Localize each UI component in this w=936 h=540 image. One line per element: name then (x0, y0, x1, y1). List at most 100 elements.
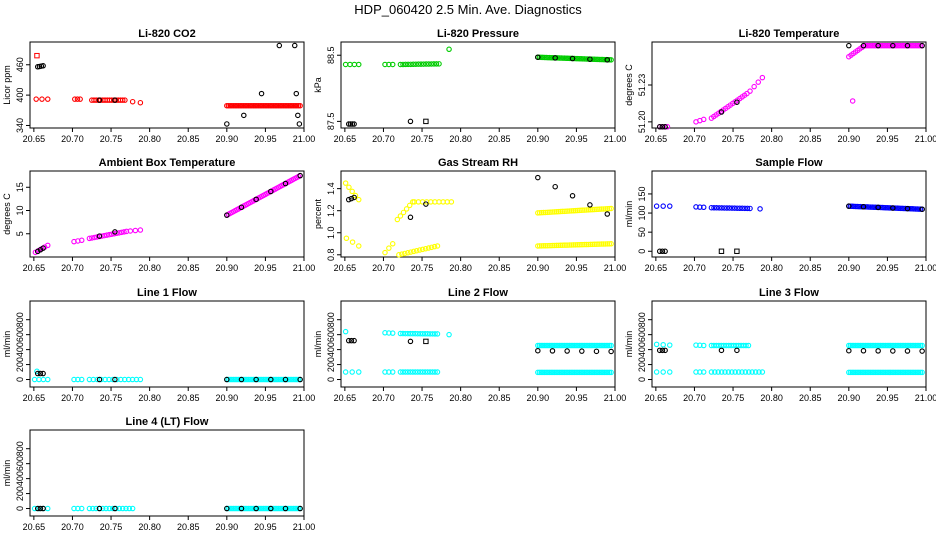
data-point (919, 348, 925, 354)
data-point (596, 369, 603, 376)
x-tick-label: 20.80 (138, 263, 161, 273)
data-point (667, 369, 673, 375)
data-point (887, 342, 894, 349)
data-point (735, 369, 742, 375)
data-point (386, 245, 392, 251)
x-tick-label: 21.00 (293, 522, 316, 532)
data-point (863, 42, 869, 49)
data-point (593, 241, 599, 247)
data-point (570, 242, 577, 248)
data-point (604, 205, 611, 212)
data-point (864, 369, 870, 376)
data-point (589, 241, 596, 248)
data-point (89, 235, 95, 241)
data-point (348, 337, 355, 344)
data-point (423, 118, 429, 125)
data-point (726, 205, 733, 211)
data-point (434, 243, 441, 249)
data-point (342, 369, 349, 375)
data-point (277, 376, 283, 383)
data-point (862, 342, 869, 349)
data-point (899, 342, 905, 349)
data-points (31, 368, 303, 383)
data-point (410, 248, 417, 255)
data-point (535, 54, 541, 60)
data-point (869, 342, 875, 349)
data-point (555, 342, 561, 349)
data-point (123, 505, 129, 512)
data-point (224, 376, 230, 383)
data-point (859, 342, 865, 349)
data-point (34, 370, 41, 377)
data-point (595, 369, 601, 376)
data-point (295, 505, 302, 512)
data-point (415, 61, 422, 67)
data-point (538, 342, 544, 349)
data-point (77, 96, 83, 102)
data-point (543, 342, 549, 349)
y-tick-label: 1.0 (326, 226, 336, 239)
data-point (267, 102, 273, 109)
x-tick-label: 20.85 (799, 134, 822, 144)
data-point (546, 342, 553, 349)
y-tick-label: 800 (637, 312, 647, 327)
data-point (567, 208, 573, 214)
data-point (229, 376, 235, 383)
data-point (882, 342, 889, 349)
y-tick-label: 87.5 (326, 113, 336, 131)
data-point (854, 369, 860, 376)
data-point (660, 203, 666, 209)
data-point (919, 42, 925, 49)
data-point (349, 188, 355, 195)
data-point (866, 369, 872, 376)
y-tick-label: 0 (326, 377, 336, 382)
data-point (106, 231, 112, 238)
data-point (431, 61, 437, 67)
data-point (237, 102, 243, 109)
data-point (667, 342, 673, 348)
x-tick-label: 20.65 (334, 134, 357, 144)
data-point (109, 505, 116, 512)
x-tick-label: 20.75 (722, 263, 745, 273)
x-tick-label: 20.65 (645, 263, 668, 273)
panel-9: Line 3 Flow 20.65 20.70 20.75 20.80 20.85 20.9… (624, 287, 936, 403)
data-point (596, 342, 603, 349)
data-point (351, 337, 357, 344)
data-point (550, 369, 556, 376)
data-point (742, 205, 748, 212)
x-tick-label: 20.70 (372, 393, 395, 403)
data-point (559, 208, 566, 215)
data-point (606, 342, 613, 349)
data-point (127, 228, 134, 234)
data-points (342, 328, 614, 376)
data-point (96, 97, 103, 103)
data-point (546, 209, 552, 215)
data-point (587, 241, 594, 248)
data-point (598, 241, 605, 247)
data-point (600, 241, 607, 247)
data-point (904, 205, 911, 212)
x-tick-label: 20.65 (645, 393, 668, 403)
data-point (708, 204, 715, 211)
data-point (606, 241, 613, 247)
y-tick-label: 200 (637, 357, 647, 372)
data-point (746, 369, 752, 375)
data-point (563, 208, 569, 214)
data-point (265, 376, 272, 383)
data-point (653, 203, 660, 209)
data-point (578, 369, 584, 376)
data-point (601, 342, 608, 349)
data-point (285, 102, 292, 109)
data-point (849, 369, 855, 376)
x-tick-label: 20.95 (254, 134, 277, 144)
data-point (402, 250, 408, 257)
data-point (860, 204, 867, 210)
data-point (725, 369, 732, 375)
data-point (586, 342, 593, 349)
x-tick-label: 20.80 (760, 393, 783, 403)
data-point (711, 204, 717, 211)
data-point (869, 369, 875, 376)
data-point (295, 102, 302, 109)
data-point (881, 342, 887, 349)
